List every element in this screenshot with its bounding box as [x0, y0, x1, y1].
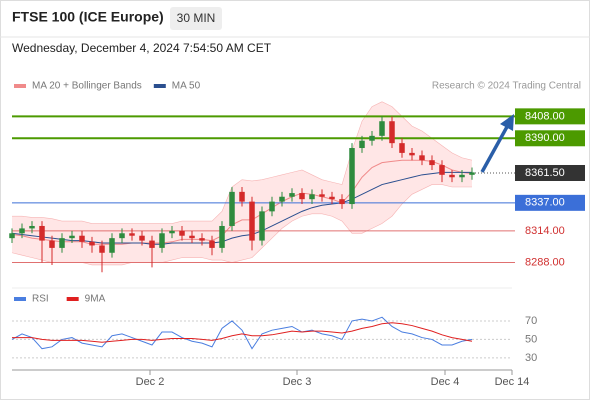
- candle-body: [339, 199, 345, 205]
- candle-body: [179, 230, 185, 236]
- level-box: [515, 108, 585, 125]
- rsi-tick-label: 30: [525, 352, 537, 364]
- candle-body: [249, 201, 255, 241]
- moving-average: [11, 159, 473, 245]
- level-box: [515, 130, 585, 147]
- candle-body: [289, 193, 295, 197]
- bollinger-lower: [11, 184, 472, 266]
- candle-body: [279, 196, 285, 202]
- x-tick-label: Dec 2: [136, 376, 165, 388]
- candle-body: [459, 174, 465, 178]
- legend-label: MA 50: [172, 81, 201, 92]
- candle-body: [69, 235, 75, 239]
- x-tick-label: Dec 14: [495, 376, 530, 388]
- candle-body: [189, 235, 195, 239]
- subtitle: Wednesday, December 4, 2024 7:54:50 AM C…: [12, 41, 272, 55]
- level-label: 8288.00: [525, 256, 565, 268]
- candle-body: [469, 172, 475, 175]
- candle-body: [99, 245, 105, 253]
- legend-swatch: [14, 84, 26, 88]
- candle-body: [79, 235, 85, 242]
- legend-swatch: [66, 297, 79, 301]
- bollinger-upper: [12, 101, 473, 224]
- bollinger-band: [12, 101, 472, 265]
- legend-label: MA 20 + Bollinger Bands: [32, 81, 142, 92]
- projection-arrow-head: [500, 114, 514, 131]
- last-price-label: 8361.50: [525, 167, 565, 179]
- x-tick-label: Dec 3: [283, 376, 312, 388]
- level-box: [515, 194, 585, 211]
- candle-body: [209, 240, 215, 248]
- candle-body: [159, 233, 165, 248]
- legend-label: RSI: [32, 294, 49, 305]
- candle-body: [19, 228, 25, 234]
- legend-swatch: [153, 84, 166, 88]
- x-tick-label: Dec 4: [431, 376, 460, 388]
- candle-body: [299, 193, 305, 200]
- candle-body: [39, 225, 45, 241]
- candle-body: [9, 233, 15, 239]
- legend-swatch: [14, 297, 26, 301]
- legend-label: 9MA: [85, 294, 106, 305]
- candle-body: [269, 201, 275, 212]
- interval: 30 MIN: [177, 11, 216, 25]
- candle-body: [229, 191, 235, 226]
- interval-badge: [170, 7, 222, 30]
- candle-body: [259, 211, 265, 241]
- candle-body: [49, 240, 55, 248]
- rsi-tick-label: 50: [525, 333, 537, 345]
- rsi-tick-label: 70: [525, 315, 537, 327]
- candle-body: [429, 160, 435, 166]
- candle-body: [439, 165, 445, 175]
- candle-body: [109, 238, 115, 253]
- level-label: 8390.00: [525, 132, 565, 144]
- candle-body: [129, 233, 135, 236]
- candle-body: [319, 194, 325, 197]
- candle-body: [449, 174, 455, 178]
- last-price-box: [515, 164, 585, 181]
- candle-body: [199, 238, 205, 241]
- candle-body: [29, 225, 35, 229]
- level-label: 8408.00: [525, 110, 565, 122]
- candle-body: [399, 143, 405, 153]
- candle-body: [309, 194, 315, 200]
- rsi-line: [12, 322, 473, 343]
- candle-body: [139, 235, 145, 241]
- source: Research © 2024 Trading Central: [432, 81, 581, 92]
- projection-arrow: [480, 124, 510, 173]
- candle-body: [119, 233, 125, 239]
- plot: MA 20 + Bollinger Bands MA 50 RSI 9MA 8408.0…: [9, 81, 585, 388]
- candle-body: [359, 140, 365, 149]
- candle-body: [349, 148, 355, 205]
- chart-title: FTSE 100 (ICE Europe): [12, 9, 164, 25]
- rsi-line: [11, 316, 473, 350]
- level-label: 8314.00: [525, 225, 565, 237]
- candle-body: [239, 191, 245, 202]
- candle-body: [419, 155, 425, 161]
- candle-body: [89, 241, 95, 246]
- candle-body: [409, 152, 415, 156]
- candle-body: [219, 225, 225, 248]
- candle-body: [149, 240, 155, 248]
- candle-body: [369, 135, 375, 141]
- moving-average: [11, 171, 472, 245]
- level-label: 8337.00: [525, 197, 565, 209]
- candle-body: [379, 121, 385, 136]
- candle-body: [389, 121, 395, 144]
- candle-body: [59, 238, 65, 248]
- candle-body: [169, 230, 175, 234]
- candle-body: [329, 196, 335, 200]
